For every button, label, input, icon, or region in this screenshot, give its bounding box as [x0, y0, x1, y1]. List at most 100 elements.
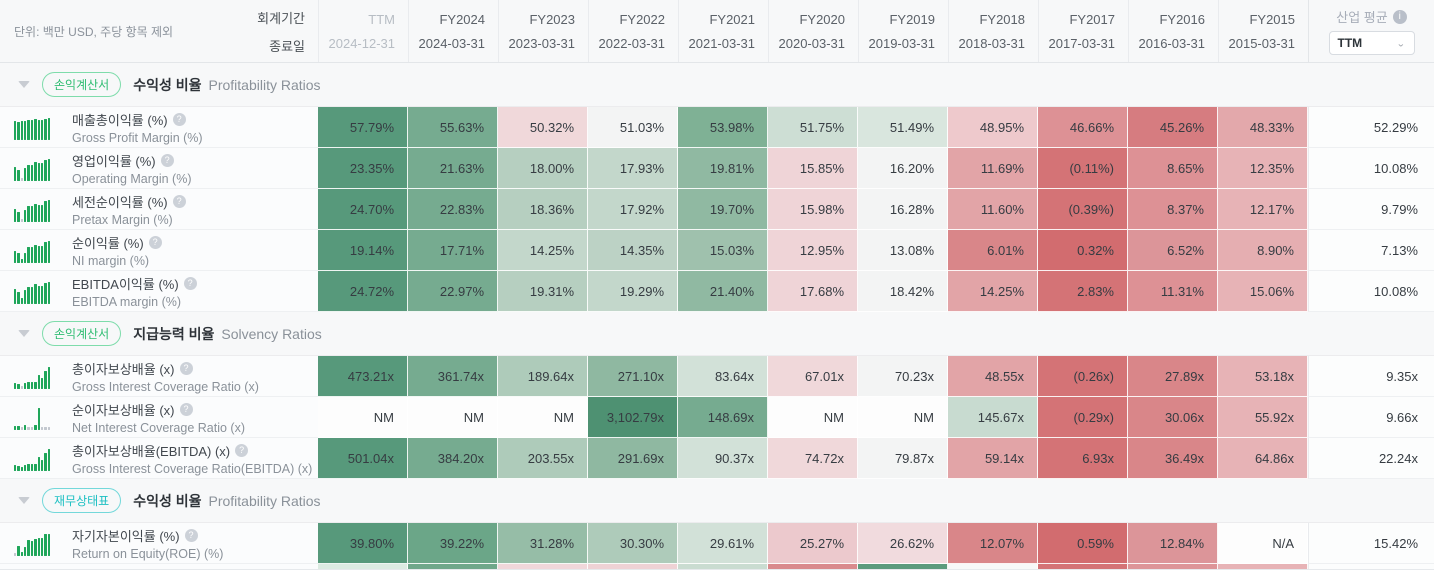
unit-note: 단위: 백만 USD, 주당 항목 제외 [14, 24, 174, 39]
value-cell: 17.93% [588, 148, 678, 189]
column-period-label: FY2022 [619, 11, 665, 27]
row-label-korean: 영업이익률 (%)? [72, 151, 192, 170]
value-cell: 6.93x [1038, 438, 1128, 479]
column-header-fy2015: FY2015 2015-03-31 [1218, 0, 1308, 62]
row-label-english: Pretax Margin (%) [72, 212, 173, 227]
mini-bar-chart-icon [14, 279, 50, 304]
value-cell: 53.18x [1218, 356, 1308, 397]
column-period-label: FY2021 [709, 11, 755, 27]
collapse-caret-icon[interactable] [18, 497, 30, 504]
value-cell: 36.49x [1128, 438, 1218, 479]
industry-average-cell: 9.35x [1308, 356, 1434, 397]
chevron-down-icon: ⌄ [1396, 38, 1406, 49]
industry-average-cell: 10.08% [1308, 271, 1434, 312]
row-label-cell: 자기자본이익률 (%)? Return on Equity(ROE) (%) [0, 523, 318, 564]
value-cell: 21.63% [408, 148, 498, 189]
table-header: 단위: 백만 USD, 주당 항목 제외 회계기간 종료일 TTM 2024-12… [0, 0, 1434, 63]
column-end-date: 2018-03-31 [958, 35, 1026, 51]
row-label-cell [0, 564, 318, 569]
help-icon[interactable]: ? [148, 235, 162, 249]
value-cell: 17.92% [588, 189, 678, 230]
value-cell: 79.87x [858, 438, 948, 479]
value-cell: 271.10x [588, 356, 678, 397]
value-cell: 19.81% [678, 148, 768, 189]
value-cell: 27.89x [1128, 356, 1218, 397]
row-label-english: Gross Interest Coverage Ratio (x) [72, 379, 259, 394]
value-cell [498, 564, 588, 569]
value-cell: 15.03% [678, 230, 768, 271]
value-cell: 48.33% [1218, 107, 1308, 148]
value-cell: 25.27% [768, 523, 858, 564]
column-end-date: 2021-03-31 [688, 35, 756, 51]
mini-bar-chart-icon [14, 531, 50, 556]
row-label-text: 순이익률 (%)? NI margin (%) [72, 233, 162, 268]
industry-average-cell: 7.13% [1308, 230, 1434, 271]
value-cell: 90.37x [678, 438, 768, 479]
value-cell: 16.28% [858, 189, 948, 230]
help-icon[interactable]: ? [172, 112, 186, 126]
value-cell: 145.67x [948, 397, 1038, 438]
column-header-fy2018: FY2018 2018-03-31 [948, 0, 1038, 62]
info-icon[interactable]: i [1392, 9, 1407, 24]
value-cell: 23.35% [318, 148, 408, 189]
row-label-english: Operating Margin (%) [72, 171, 192, 186]
row-label-korean: 세전순이익률 (%)? [72, 192, 186, 211]
table-row: EBITDA이익률 (%)? EBITDA margin (%) 24.72% 22.… [0, 271, 1434, 312]
value-cell: 55.92x [1218, 397, 1308, 438]
table-row: 순이자보상배율 (x)? Net Interest Coverage Ratio … [0, 397, 1434, 438]
value-cell: 12.07% [948, 523, 1038, 564]
column-end-date: 2022-03-31 [598, 35, 666, 51]
row-label-cell: 순이자보상배율 (x)? Net Interest Coverage Ratio … [0, 397, 318, 438]
column-end-date: 2015-03-31 [1228, 35, 1296, 51]
help-icon[interactable]: ? [183, 276, 197, 290]
help-icon[interactable]: ? [235, 443, 249, 457]
help-icon[interactable]: ? [184, 528, 198, 542]
value-cell: NM [408, 397, 498, 438]
section-subtitle: Solvency Ratios [221, 325, 322, 342]
value-cell: 22.83% [408, 189, 498, 230]
help-icon[interactable]: ? [179, 361, 193, 375]
value-cell: 6.01% [948, 230, 1038, 271]
value-cell: 17.68% [768, 271, 858, 312]
industry-period-select[interactable]: TTM ⌄ [1328, 31, 1415, 55]
value-cell: 24.70% [318, 189, 408, 230]
section-header: 재무상태표 수익성 비율 Profitability Ratios [0, 479, 1434, 523]
column-header-fy2021: FY2021 2021-03-31 [678, 0, 768, 62]
help-icon[interactable]: ? [172, 194, 186, 208]
column-end-date: 2020-03-31 [778, 35, 846, 51]
value-cell: 501.04x [318, 438, 408, 479]
value-cell [408, 564, 498, 569]
value-cell: 48.55x [948, 356, 1038, 397]
value-cell [768, 564, 858, 569]
value-cell: 30.30% [588, 523, 678, 564]
section-header: 손익계산서 지급능력 비율 Solvency Ratios [0, 312, 1434, 356]
value-cell: (0.29x) [1038, 397, 1128, 438]
value-cell: 12.95% [768, 230, 858, 271]
column-end-date: 2019-03-31 [868, 35, 936, 51]
value-cell: 291.69x [588, 438, 678, 479]
value-cell: 18.00% [498, 148, 588, 189]
column-end-date: 2023-03-31 [508, 35, 576, 51]
mini-bar-chart-icon [14, 197, 50, 222]
value-cell: 19.29% [588, 271, 678, 312]
row-label-korean: EBITDA이익률 (%)? [72, 274, 197, 293]
value-cell: 30.06x [1128, 397, 1218, 438]
help-icon[interactable]: ? [160, 153, 174, 167]
value-cell: NM [858, 397, 948, 438]
statement-badge: 재무상태표 [42, 488, 122, 513]
value-cell [948, 564, 1038, 569]
value-cell: 361.74x [408, 356, 498, 397]
value-cell: 18.36% [498, 189, 588, 230]
value-cell: 8.37% [1128, 189, 1218, 230]
help-icon[interactable]: ? [179, 402, 193, 416]
collapse-caret-icon[interactable] [18, 81, 30, 88]
collapse-caret-icon[interactable] [18, 330, 30, 337]
row-label-korean: 매출총이익률 (%)? [72, 110, 203, 129]
section-subtitle: Profitability Ratios [208, 492, 321, 509]
header-row-labels: 회계기간 종료일 [257, 8, 318, 55]
industry-average-text: 산업 평균 [1336, 10, 1388, 25]
row-label-text: 자기자본이익률 (%)? Return on Equity(ROE) (%) [72, 526, 223, 561]
row-label-text: 영업이익률 (%)? Operating Margin (%) [72, 151, 192, 186]
value-cell: 384.20x [408, 438, 498, 479]
